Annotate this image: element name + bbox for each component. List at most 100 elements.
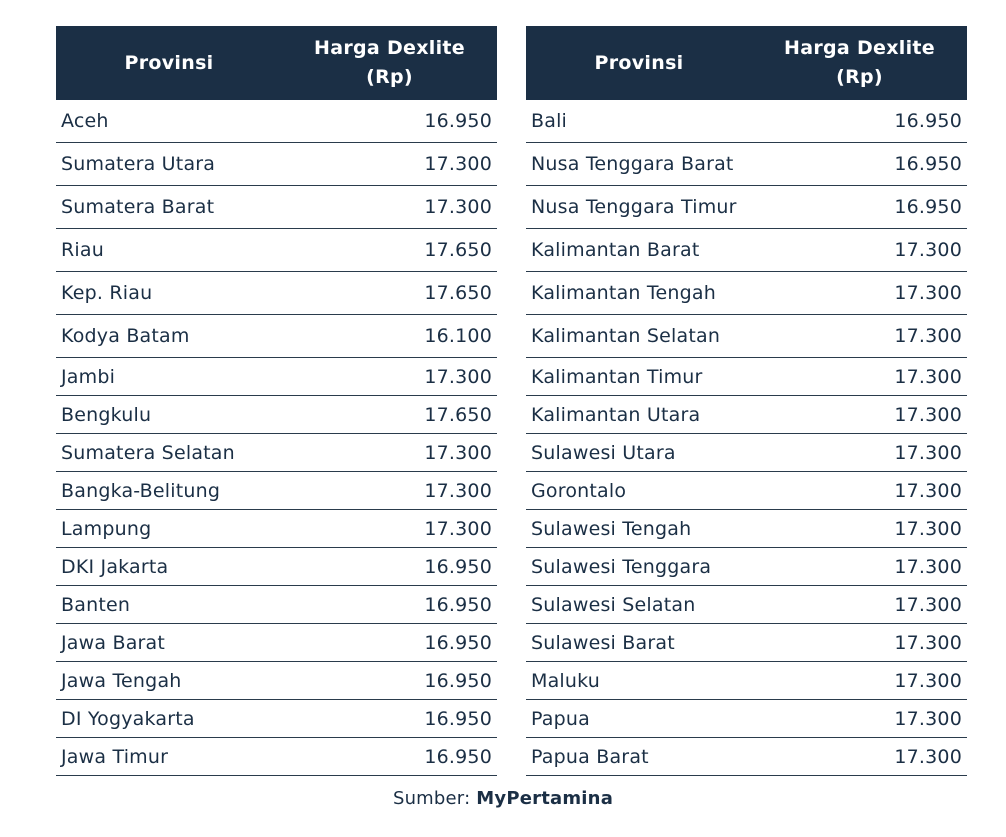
table-row: DKI Jakarta 16.950 bbox=[56, 548, 497, 586]
price-cell: 17.300 bbox=[894, 403, 962, 426]
header-province: Provinsi bbox=[594, 52, 684, 74]
table-row: DI Yogyakarta 16.950 bbox=[56, 700, 497, 738]
province-cell: Sulawesi Barat bbox=[531, 631, 675, 654]
table-row: Jawa Tengah 16.950 bbox=[56, 662, 497, 700]
table-row: Banten 16.950 bbox=[56, 586, 497, 624]
source-caption: Sumber: MyPertamina bbox=[0, 788, 1006, 809]
price-cell: 16.950 bbox=[424, 745, 492, 768]
province-cell: Maluku bbox=[531, 669, 601, 692]
province-cell: Kodya Batam bbox=[61, 325, 190, 347]
province-cell: Sulawesi Tengah bbox=[531, 517, 692, 540]
province-cell: Papua Barat bbox=[531, 745, 649, 768]
province-cell: Kalimantan Timur bbox=[531, 365, 703, 388]
price-cell: 17.300 bbox=[894, 325, 962, 347]
table-row: Bengkulu 17.650 bbox=[56, 396, 497, 434]
table-row: Kalimantan Tengah 17.300 bbox=[526, 272, 967, 315]
table-row: Jawa Barat 16.950 bbox=[56, 624, 497, 662]
table-row: Papua 17.300 bbox=[526, 700, 967, 738]
table-row: Nusa Tenggara Timur 16.950 bbox=[526, 186, 967, 229]
province-cell: Sulawesi Tenggara bbox=[531, 555, 712, 578]
province-cell: Papua bbox=[531, 707, 590, 730]
price-cell: 17.300 bbox=[424, 365, 492, 388]
price-table-left: Provinsi Harga Dexlite (Rp) Aceh 16.950 Su… bbox=[56, 26, 497, 776]
header-price-line2: (Rp) bbox=[836, 66, 883, 88]
price-cell: 17.300 bbox=[424, 441, 492, 464]
price-cell: 17.300 bbox=[424, 479, 492, 502]
table-row: Kalimantan Utara 17.300 bbox=[526, 396, 967, 434]
price-cell: 17.300 bbox=[894, 593, 962, 616]
price-cell: 17.300 bbox=[894, 745, 962, 768]
table-row: Kodya Batam 16.100 bbox=[56, 315, 497, 358]
table-row: Kalimantan Barat 17.300 bbox=[526, 229, 967, 272]
province-cell: Jambi bbox=[61, 365, 116, 388]
price-cell: 17.300 bbox=[424, 196, 492, 218]
province-cell: Kalimantan Barat bbox=[531, 239, 700, 261]
price-cell: 17.300 bbox=[894, 479, 962, 502]
price-cell: 17.300 bbox=[424, 153, 492, 175]
province-cell: Kalimantan Tengah bbox=[531, 282, 716, 304]
table-row: Sulawesi Utara 17.300 bbox=[526, 434, 967, 472]
table-body: Aceh 16.950 Sumatera Utara 17.300 Sumatera B… bbox=[56, 100, 497, 776]
table-row: Kalimantan Selatan 17.300 bbox=[526, 315, 967, 358]
table-row: Sulawesi Barat 17.300 bbox=[526, 624, 967, 662]
province-cell: Kalimantan Selatan bbox=[531, 325, 721, 347]
source-name: MyPertamina bbox=[476, 788, 614, 809]
table-row: Kalimantan Timur 17.300 bbox=[526, 358, 967, 396]
table-row: Papua Barat 17.300 bbox=[526, 738, 967, 776]
table-row: Jambi 17.300 bbox=[56, 358, 497, 396]
province-cell: Banten bbox=[61, 593, 131, 616]
province-cell: Kalimantan Utara bbox=[531, 403, 701, 426]
province-cell: Sumatera Barat bbox=[61, 196, 215, 218]
price-cell: 16.100 bbox=[424, 325, 492, 347]
table-row: Sumatera Utara 17.300 bbox=[56, 143, 497, 186]
table-row: Gorontalo 17.300 bbox=[526, 472, 967, 510]
price-cell: 17.300 bbox=[894, 631, 962, 654]
price-cell: 16.950 bbox=[424, 110, 492, 132]
table-row: Sulawesi Selatan 17.300 bbox=[526, 586, 967, 624]
table-row: Bali 16.950 bbox=[526, 100, 967, 143]
price-cell: 16.950 bbox=[424, 593, 492, 616]
price-cell: 17.650 bbox=[424, 282, 492, 304]
province-cell: Jawa Timur bbox=[61, 745, 169, 768]
province-cell: DI Yogyakarta bbox=[61, 707, 195, 730]
table-header: Provinsi Harga Dexlite (Rp) bbox=[526, 26, 967, 100]
table-row: Aceh 16.950 bbox=[56, 100, 497, 143]
price-cell: 16.950 bbox=[894, 110, 962, 132]
province-cell: Bangka-Belitung bbox=[61, 479, 221, 502]
price-cell: 16.950 bbox=[894, 196, 962, 218]
province-cell: Kep. Riau bbox=[61, 282, 153, 304]
table-row: Sumatera Selatan 17.300 bbox=[56, 434, 497, 472]
price-cell: 16.950 bbox=[424, 555, 492, 578]
table-row: Sulawesi Tenggara 17.300 bbox=[526, 548, 967, 586]
header-price: Harga Dexlite (Rp) bbox=[282, 34, 497, 92]
price-cell: 16.950 bbox=[424, 631, 492, 654]
province-cell: Bali bbox=[531, 110, 568, 132]
table-row: Lampung 17.300 bbox=[56, 510, 497, 548]
price-cell: 17.300 bbox=[894, 517, 962, 540]
province-cell: Jawa Barat bbox=[61, 631, 166, 654]
province-cell: Sulawesi Utara bbox=[531, 441, 676, 464]
table-row: Riau 17.650 bbox=[56, 229, 497, 272]
province-cell: Nusa Tenggara Timur bbox=[531, 196, 737, 218]
province-cell: Riau bbox=[61, 239, 104, 261]
table-body: Bali 16.950 Nusa Tenggara Barat 16.950 Nusa … bbox=[526, 100, 967, 776]
price-table-right: Provinsi Harga Dexlite (Rp) Bali 16.950 Nu… bbox=[526, 26, 967, 776]
table-row: Sumatera Barat 17.300 bbox=[56, 186, 497, 229]
header-price-line1: Harga Dexlite bbox=[784, 37, 935, 59]
table-row: Sulawesi Tengah 17.300 bbox=[526, 510, 967, 548]
price-cell: 17.300 bbox=[894, 282, 962, 304]
table-row: Kep. Riau 17.650 bbox=[56, 272, 497, 315]
province-cell: DKI Jakarta bbox=[61, 555, 169, 578]
table-row: Jawa Timur 16.950 bbox=[56, 738, 497, 776]
price-cell: 16.950 bbox=[424, 669, 492, 692]
header-price: Harga Dexlite (Rp) bbox=[752, 34, 967, 92]
header-price-line2: (Rp) bbox=[366, 66, 413, 88]
province-cell: Sumatera Utara bbox=[61, 153, 216, 175]
price-cell: 17.650 bbox=[424, 403, 492, 426]
table-header: Provinsi Harga Dexlite (Rp) bbox=[56, 26, 497, 100]
table-row: Maluku 17.300 bbox=[526, 662, 967, 700]
province-cell: Gorontalo bbox=[531, 479, 627, 502]
price-cell: 16.950 bbox=[424, 707, 492, 730]
price-cell: 17.650 bbox=[424, 239, 492, 261]
table-row: Nusa Tenggara Barat 16.950 bbox=[526, 143, 967, 186]
